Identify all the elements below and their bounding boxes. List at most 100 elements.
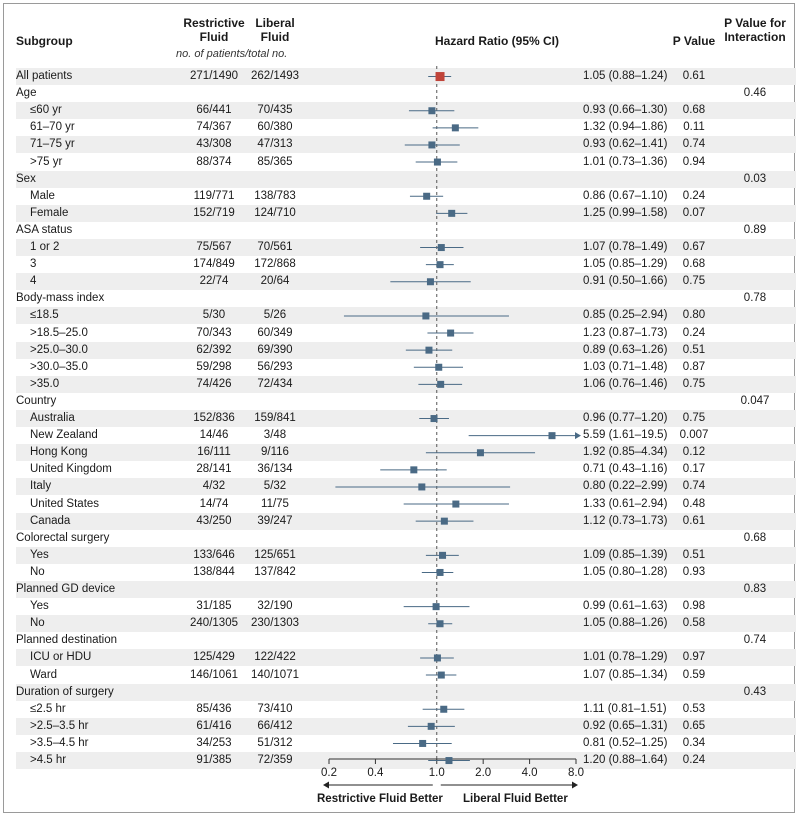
p-value: 0.17 — [682, 463, 706, 476]
hazard-ratio-marker — [428, 107, 436, 115]
hazard-ratio-ci: 0.93 (0.66–1.30) — [583, 104, 668, 117]
subgroup-item-label: ≤60 yr — [30, 104, 62, 117]
row-band — [16, 170, 796, 188]
restrictive-count: 74/426 — [196, 377, 232, 390]
arrow-left-head — [323, 781, 329, 789]
x-tick-label: 0.4 — [367, 767, 384, 779]
liberal-count: 72/434 — [257, 377, 293, 390]
hazard-ratio-marker — [436, 261, 444, 269]
header-counts-subtitle: no. of patients/total no. — [176, 48, 288, 60]
p-interaction: 0.89 — [743, 223, 767, 236]
restrictive-count: 271/1490 — [190, 70, 238, 82]
p-value: 0.65 — [682, 719, 706, 732]
hazard-ratio-ci: 0.91 (0.50–1.66) — [583, 275, 668, 288]
row-band — [16, 68, 796, 85]
liberal-count: 36/134 — [257, 463, 293, 476]
subgroup-item-label: Italy — [30, 480, 52, 493]
restrictive-count: 4/32 — [202, 480, 226, 493]
subgroup-category-label: Duration of surgery — [16, 685, 114, 698]
restrictive-count: 138/844 — [193, 565, 235, 578]
row-band — [16, 683, 796, 701]
subgroup-category-label: Body-mass index — [16, 292, 105, 305]
liberal-count: 230/1303 — [251, 617, 299, 630]
subgroup-item-label: Yes — [30, 548, 49, 561]
restrictive-count: 43/308 — [196, 138, 232, 151]
subgroup-category-label: ASA status — [16, 223, 73, 236]
p-value: 0.11 — [683, 121, 705, 134]
p-value: 0.74 — [682, 480, 706, 493]
liberal-count: 70/435 — [257, 104, 293, 117]
row-band — [16, 102, 796, 120]
subgroup-item-label: ≤18.5 — [30, 309, 59, 322]
liberal-count: 159/841 — [254, 412, 296, 424]
liberal-count: 56/293 — [257, 360, 293, 373]
liberal-count: 5/32 — [263, 480, 287, 493]
p-interaction: 0.43 — [743, 685, 767, 698]
p-value: 0.07 — [682, 206, 706, 219]
subgroup-item-label: >25.0–30.0 — [30, 343, 88, 356]
hazard-ratio-marker — [433, 158, 441, 166]
restrictive-count: 70/343 — [196, 326, 232, 339]
hazard-ratio-ci: 1.01 (0.73–1.36) — [583, 155, 668, 168]
hazard-ratio-ci: 1.05 (0.85–1.29) — [583, 258, 668, 271]
row-band — [16, 410, 796, 427]
hazard-ratio-marker — [432, 603, 440, 611]
x-tick-label: 2.0 — [475, 767, 491, 779]
header-liberal-line2: Fluid — [260, 30, 290, 44]
p-value: 0.24 — [682, 326, 706, 339]
row-band — [16, 444, 796, 462]
liberal-count: 140/1071 — [251, 668, 299, 681]
row-band — [16, 512, 796, 530]
restrictive-count: 119/771 — [193, 189, 235, 202]
liberal-count: 9/116 — [261, 446, 289, 459]
subgroup-category-label: Age — [16, 87, 37, 100]
header-restrictive-line2: Fluid — [199, 30, 229, 44]
hazard-ratio-marker — [435, 363, 443, 371]
hazard-ratio-ci: 0.81 (0.52–1.25) — [583, 736, 668, 749]
liberal-count: 172/868 — [254, 258, 296, 271]
subgroup-item-label: United Kingdom — [30, 463, 112, 476]
hazard-ratio-marker — [452, 500, 460, 508]
forest-plot-svg: 0.2 0.4 1.0 2.0 4.0 8.0 — [321, 66, 584, 789]
p-value: 0.53 — [682, 702, 706, 715]
hazard-ratio-marker — [426, 278, 434, 286]
liberal-count: 69/390 — [257, 343, 293, 356]
liberal-count: 5/26 — [263, 309, 287, 322]
p-value: 0.24 — [682, 189, 706, 202]
subgroup-item-label: >2.5–3.5 hr — [30, 719, 89, 732]
liberal-count: 32/190 — [257, 600, 293, 613]
restrictive-count: 240/1305 — [190, 617, 238, 630]
hazard-ratio-ci: 1.33 (0.61–2.94) — [583, 497, 668, 510]
hazard-ratio-ci: 0.89 (0.63–1.26) — [583, 343, 668, 356]
hazard-ratio-marker — [436, 568, 444, 576]
restrictive-count: 66/441 — [196, 104, 232, 117]
restrictive-count: 125/429 — [193, 651, 235, 664]
hazard-ratio-marker — [425, 346, 433, 354]
restrictive-count: 152/719 — [193, 206, 235, 219]
p-interaction: 0.74 — [743, 634, 767, 647]
hazard-ratio-ci: 1.03 (0.71–1.48) — [583, 360, 668, 373]
restrictive-count: 43/250 — [196, 514, 232, 527]
x-tick-label: 8.0 — [568, 767, 584, 779]
p-value: 0.58 — [682, 617, 706, 630]
restrictive-count: 28/141 — [196, 463, 232, 476]
liberal-count: 73/410 — [257, 702, 293, 715]
restrictive-count: 22/74 — [199, 275, 229, 288]
hazard-ratio-ci: 1.25 (0.99–1.58) — [583, 206, 668, 219]
liberal-count: 20/64 — [260, 275, 290, 288]
axis-label-liberal-better: Liberal Fluid Better — [463, 793, 568, 805]
subgroup-item-label: Australia — [30, 412, 75, 424]
header-p-interaction-line2: Interaction — [724, 30, 786, 44]
row-band — [16, 375, 796, 393]
header-p-interaction-line1: P Value for — [724, 16, 786, 30]
hazard-ratio-ci: 1.05 (0.80–1.28) — [583, 565, 668, 578]
p-interaction: 0.047 — [740, 394, 770, 407]
subgroup-category-label: All patients — [16, 70, 73, 82]
subgroup-item-label: ≤2.5 hr — [30, 702, 66, 715]
hazard-ratio-ci: 1.05 (0.88–1.24) — [583, 70, 668, 82]
p-value: 0.93 — [682, 565, 706, 578]
hazard-ratio-marker — [436, 620, 444, 628]
hazard-ratio-ci: 0.93 (0.62–1.41) — [583, 138, 668, 151]
p-value: 0.34 — [682, 736, 706, 749]
hazard-ratio-marker — [448, 209, 456, 217]
